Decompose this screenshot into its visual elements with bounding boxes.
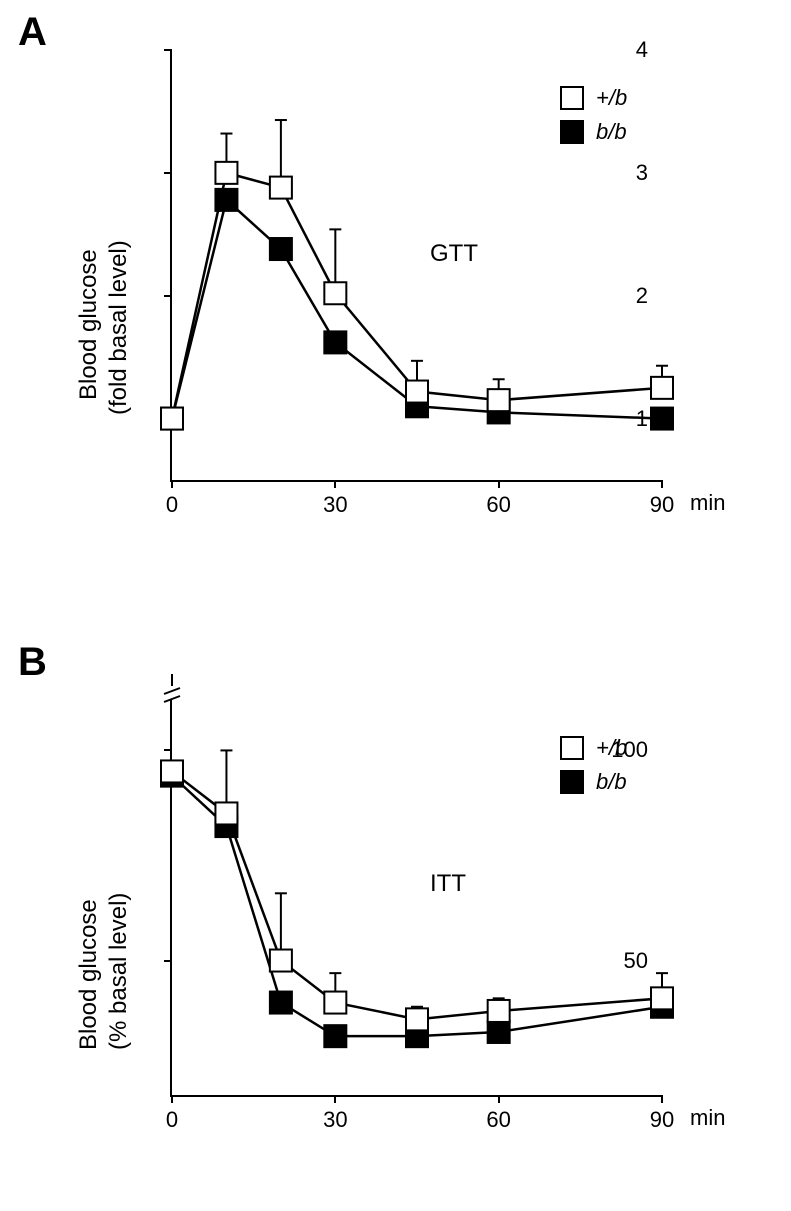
panel-b-ylabel2: (% basal level)	[105, 893, 133, 1050]
x-tick	[334, 480, 336, 488]
data-marker	[161, 760, 183, 782]
data-marker	[324, 992, 346, 1014]
series-line	[172, 776, 662, 1037]
data-marker	[651, 408, 673, 430]
panel-b-x-unit: min	[690, 1105, 725, 1131]
panel-b-label: B	[18, 640, 47, 685]
panel-a-legend: +/b b/b	[560, 85, 627, 153]
data-marker	[324, 1025, 346, 1047]
data-marker	[488, 389, 510, 411]
x-tick	[498, 480, 500, 488]
x-tick-label: 90	[650, 492, 674, 518]
panel-a-ylabel1: Blood glucose	[75, 249, 103, 400]
x-tick	[171, 1095, 173, 1103]
panel-b-ylabel1: Blood glucose	[75, 899, 103, 1050]
data-marker	[324, 331, 346, 353]
legend-label: +/b	[596, 735, 627, 761]
panel-b-inside-label: ITT	[430, 870, 466, 898]
data-marker	[324, 282, 346, 304]
panel-a-ylabel2: (fold basal level)	[105, 240, 133, 415]
data-marker	[161, 408, 183, 430]
y-tick	[164, 172, 172, 174]
data-marker	[651, 377, 673, 399]
legend-marker-icon	[560, 86, 584, 110]
x-tick	[171, 480, 173, 488]
data-marker	[215, 162, 237, 184]
y-tick	[164, 749, 172, 751]
x-tick-label: 0	[166, 492, 178, 518]
legend-label: b/b	[596, 769, 627, 795]
axis-top-stub	[171, 674, 173, 686]
panel-a-label: A	[18, 10, 47, 55]
y-tick	[164, 295, 172, 297]
x-tick	[661, 1095, 663, 1103]
data-marker	[270, 238, 292, 260]
data-marker	[488, 1000, 510, 1022]
data-marker	[215, 802, 237, 824]
legend-item: +/b	[560, 735, 627, 761]
data-marker	[651, 987, 673, 1009]
data-marker	[215, 189, 237, 211]
x-tick-label: 60	[486, 1107, 510, 1133]
x-tick-label: 30	[323, 1107, 347, 1133]
legend-label: b/b	[596, 119, 627, 145]
x-tick-label: 0	[166, 1107, 178, 1133]
y-tick	[164, 960, 172, 962]
x-tick-label: 30	[323, 492, 347, 518]
data-marker	[406, 1008, 428, 1030]
x-tick	[334, 1095, 336, 1103]
x-tick	[498, 1095, 500, 1103]
legend-marker-icon	[560, 770, 584, 794]
panel-b-legend: +/b b/b	[560, 735, 627, 803]
data-marker	[270, 177, 292, 199]
data-marker	[270, 950, 292, 972]
panel-a-inside-label: GTT	[430, 240, 478, 268]
x-tick-label: 60	[486, 492, 510, 518]
data-marker	[270, 992, 292, 1014]
figure: A 12340306090 Blood glucose (fold basal …	[0, 0, 791, 1211]
x-tick-label: 90	[650, 1107, 674, 1133]
data-marker	[488, 1021, 510, 1043]
legend-item: b/b	[560, 119, 627, 145]
legend-item: +/b	[560, 85, 627, 111]
series-line	[172, 771, 662, 1019]
legend-label: +/b	[596, 85, 627, 111]
legend-marker-icon	[560, 120, 584, 144]
y-tick	[164, 49, 172, 51]
legend-item: b/b	[560, 769, 627, 795]
data-marker	[406, 381, 428, 403]
x-tick	[661, 480, 663, 488]
legend-marker-icon	[560, 736, 584, 760]
panel-a-x-unit: min	[690, 490, 725, 516]
